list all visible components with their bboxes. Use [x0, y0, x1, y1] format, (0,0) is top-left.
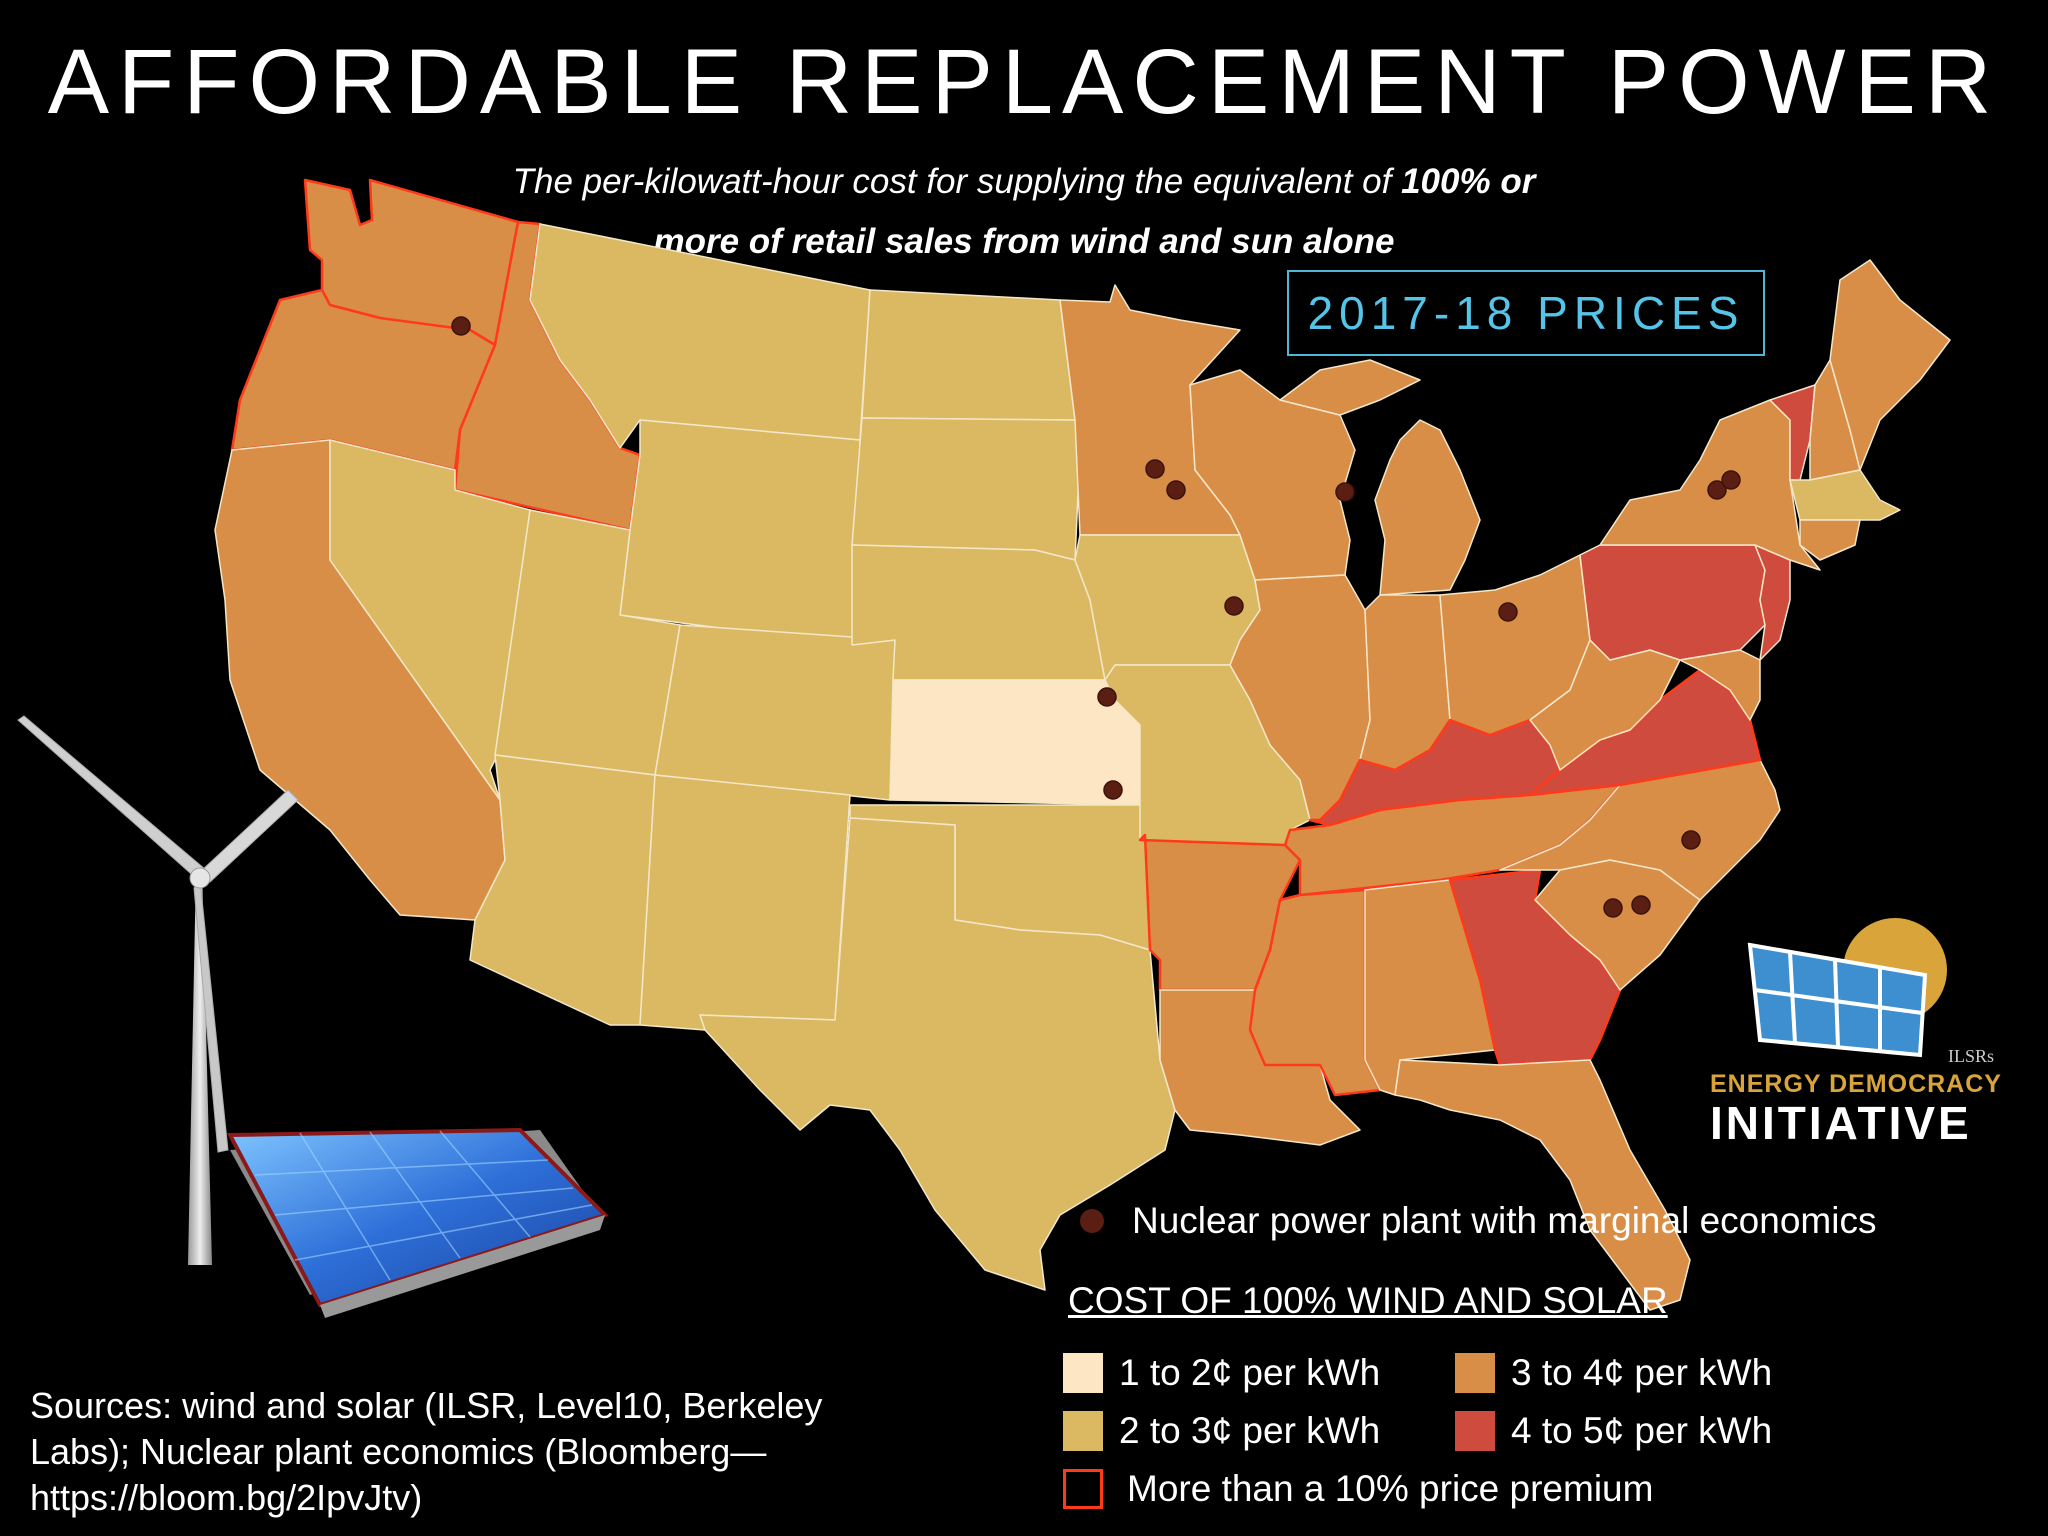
legend-nuclear: Nuclear power plant with marginal econom…: [1080, 1200, 1876, 1242]
sources-line: Sources: wind and solar (ILSR, Level10, …: [30, 1385, 823, 1426]
legend-item-premium: More than a 10% price premium: [1063, 1468, 1653, 1510]
state-fl: [1394, 1059, 1691, 1311]
nuclear-plant: [1631, 895, 1651, 915]
nuclear-plant: [1145, 459, 1165, 479]
subtitle-plain: The per-kilowatt-hour cost for supplying…: [512, 162, 1402, 201]
state-me: [1829, 259, 1951, 471]
wind-turbine-icon: [17, 715, 299, 1265]
nuclear-plants: [451, 316, 1741, 918]
logo-line2: INITIATIVE: [1710, 1097, 1972, 1149]
map-title: AFFORDABLE REPLACEMENT POWER: [47, 31, 2001, 133]
legend-nuclear-label: Nuclear power plant with marginal econom…: [1132, 1200, 1877, 1241]
state-wy: [619, 419, 861, 646]
state-nc: [1499, 759, 1781, 901]
state-sd: [851, 417, 1081, 561]
nuclear-plant: [1681, 830, 1701, 850]
legend-label: 4 to 5¢ per kWh: [1511, 1410, 1773, 1451]
map-subtitle: The per-kilowatt-hour cost for supplying…: [0, 152, 2048, 272]
legend-swatch: [1063, 1411, 1103, 1451]
legend-item-3-4: 3 to 4¢ per kWh: [1455, 1352, 1772, 1394]
state-pa: [1579, 544, 1766, 661]
state-tx: [699, 817, 1176, 1291]
state-ct: [1799, 519, 1861, 561]
state-nd: [861, 289, 1076, 421]
nuclear-plant: [1335, 482, 1355, 502]
state-nm: [639, 774, 851, 1031]
legend-swatch: [1455, 1353, 1495, 1393]
legend-item-2-3: 2 to 3¢ per kWh: [1063, 1410, 1380, 1452]
legend-swatch-outline: [1063, 1469, 1103, 1509]
legend-cost-title: COST OF 100% WIND AND SOLAR: [1068, 1280, 1668, 1321]
nuclear-plant: [1707, 480, 1727, 500]
legend-label: 3 to 4¢ per kWh: [1511, 1352, 1773, 1393]
state-co: [654, 624, 896, 801]
nuclear-plant: [451, 316, 471, 336]
state-nj: [1754, 544, 1791, 661]
solar-panel-icon: [226, 1127, 609, 1318]
nuclear-plant: [1224, 596, 1244, 616]
logo-line1: ENERGY DEMOCRACY: [1710, 1070, 2002, 1098]
legend-label: More than a 10% price premium: [1127, 1468, 1654, 1509]
state-ga: [1448, 868, 1622, 1067]
sources-line: Labs); Nuclear plant economics (Bloomber…: [30, 1431, 767, 1472]
nuclear-plant: [1498, 602, 1518, 622]
legend-swatch: [1455, 1411, 1495, 1451]
state-md: [1679, 649, 1761, 721]
legend-swatch: [1063, 1353, 1103, 1393]
legend-item-1-2: 1 to 2¢ per kWh: [1063, 1352, 1380, 1394]
nuclear-plant: [1166, 480, 1186, 500]
nuclear-plant: [1603, 898, 1623, 918]
sources-note: Sources: wind and solar (ILSR, Level10, …: [30, 1383, 910, 1521]
nuclear-plant: [1103, 780, 1123, 800]
legend-item-4-5: 4 to 5¢ per kWh: [1455, 1410, 1772, 1452]
logo-org: ILSRs: [1948, 1046, 1995, 1066]
state-ma: [1789, 469, 1901, 521]
subtitle-bold-1: 100% or: [1401, 162, 1536, 201]
nuclear-dot-icon: [1080, 1209, 1104, 1233]
nuclear-plant: [1097, 687, 1117, 707]
legend-label: 2 to 3¢ per kWh: [1119, 1410, 1381, 1451]
prices-badge: 2017-18 PRICES: [1287, 270, 1765, 356]
state-mi: [1279, 359, 1481, 596]
nuclear-plant: [1721, 470, 1741, 490]
solar-logo-icon: [1747, 918, 1947, 1058]
subtitle-bold-2: more of retail sales from wind and sun a…: [653, 222, 1395, 261]
legend-label: 1 to 2¢ per kWh: [1119, 1352, 1381, 1393]
sources-line: https://bloom.bg/2IpvJtv): [30, 1477, 423, 1518]
